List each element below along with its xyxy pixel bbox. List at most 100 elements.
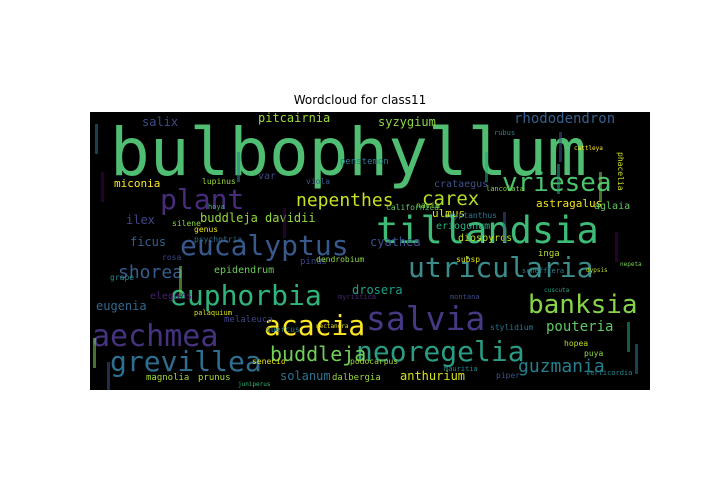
word-verticordia: verticordia	[586, 369, 633, 377]
word-crataegus: crataegus	[434, 179, 489, 190]
word-schefflera: schefflera	[522, 267, 565, 275]
word-viola: viola	[306, 177, 331, 186]
word-hopea: hopea	[564, 339, 589, 348]
word-nepenthes: nepenthes	[296, 190, 394, 211]
word-cryptanthus: cryptanthus	[444, 211, 497, 220]
word-myristica: myristica	[338, 293, 376, 301]
filler-word-mark	[599, 172, 602, 202]
word-elegans: elegans	[150, 291, 193, 302]
word-plant: plant	[160, 183, 245, 216]
word-piper: piper	[496, 371, 521, 380]
wordcloud-canvas: bulbophyllum tillandsia vriesea plant nepent…	[90, 112, 650, 390]
word-puya: puya	[584, 349, 604, 358]
word-genus: genus	[194, 225, 219, 234]
filler-word-mark	[107, 362, 110, 390]
word-magnolia: magnolia	[146, 373, 190, 383]
word-neoregelia: neoregelia	[356, 335, 525, 368]
filler-word-mark	[627, 322, 630, 352]
word-californica: californica	[386, 203, 439, 212]
word-salvia: salvia	[366, 299, 486, 338]
word-dalbergia: dalbergia	[332, 373, 381, 383]
word-banksia: banksia	[528, 290, 638, 320]
word-pinus: pinus	[300, 257, 328, 267]
word-juniperus: juniperus	[238, 381, 271, 388]
word-shorea: shorea	[118, 262, 184, 283]
word-guzmania: guzmania	[518, 356, 605, 377]
word-rhododendron: rhododendron	[514, 112, 616, 127]
word-inga: inga	[538, 249, 560, 259]
word-pouteria: pouteria	[546, 319, 614, 335]
word-grevillea: grevillea	[110, 345, 262, 378]
word-pitcairnia: pitcairnia	[258, 112, 331, 125]
filler-word-mark	[95, 124, 98, 154]
word-buddleja-davidii: buddleja davidii	[200, 211, 316, 225]
word-palaquium: palaquium	[194, 309, 232, 317]
filler-word-mark	[635, 344, 638, 374]
word-carex: carex	[422, 188, 480, 210]
word-vriesea: vriesea	[502, 170, 612, 196]
word-epidendrum: epidendrum	[214, 265, 275, 276]
word-tillandsia: tillandsia	[376, 209, 599, 252]
word-nectandra: nectandra	[316, 323, 349, 330]
word-montana: montana	[450, 293, 480, 301]
word-mauritia: mauritia	[444, 365, 478, 373]
word-navia: navia	[416, 201, 441, 210]
word-cuscuta: cuscuta	[544, 287, 570, 294]
word-lupinus: lupinus	[202, 177, 236, 186]
word-psychotria: psychotria	[194, 235, 243, 244]
word-rubus: rubus	[494, 129, 516, 137]
word-bulbophyllum: bulbophyllum	[110, 114, 587, 191]
word-grape: grape	[110, 273, 135, 282]
word-cyathea: cyathea	[370, 235, 421, 249]
word-dypsis: dypsis	[586, 267, 608, 274]
word-acacia: acacia	[264, 309, 366, 342]
word-eugenia: eugenia	[96, 299, 147, 313]
word-var: var	[258, 171, 277, 182]
word-nepeta: nepeta	[620, 261, 642, 268]
word-syzygium: syzygium	[378, 115, 436, 129]
word-eriogonum: eriogonum	[436, 221, 491, 232]
word-ficus: ficus	[130, 235, 167, 249]
word-miconia: miconia	[114, 177, 161, 190]
word-silene: silene	[172, 219, 201, 228]
word-euphorbia: euphorbia	[170, 279, 322, 312]
filler-word-mark	[485, 152, 488, 182]
filler-word-mark	[283, 208, 286, 238]
word-quercus: quercus	[266, 325, 300, 334]
word-astragalus: astragalus	[536, 197, 603, 210]
word-solanum: solanum	[280, 369, 331, 383]
filler-word-mark	[615, 232, 618, 262]
word-hoya: hoya	[208, 203, 225, 211]
filler-word-mark	[557, 164, 560, 194]
word-aglaia: aglaia	[594, 201, 631, 212]
word-senecio: senecio	[252, 357, 286, 366]
word-prunus: prunus	[198, 373, 231, 383]
word-subsp: subsp	[456, 255, 481, 264]
filler-word-mark	[93, 338, 96, 368]
word-rosa: rosa	[162, 253, 182, 262]
word-anthurium: anthurium	[400, 369, 466, 383]
word-buddleja: buddleja	[270, 342, 367, 366]
filler-word-mark	[559, 132, 562, 162]
filler-word-mark	[179, 266, 182, 296]
word-utricularia: utricularia	[408, 251, 594, 284]
word-phacelia: phacelia	[616, 152, 625, 191]
word-eucalyptus: eucalyptus	[180, 229, 349, 262]
word-melaleuca: melaleuca	[224, 315, 273, 325]
word-podocarpus: podocarpus	[350, 357, 399, 366]
word-dendrobium: dendrobium	[316, 255, 365, 264]
word-lancolata: lancolata	[486, 185, 524, 193]
word-penstemon: penstemon	[340, 157, 389, 167]
word-stylidium: stylidium	[490, 323, 534, 332]
filler-word-mark	[101, 172, 104, 202]
word-drosera: drosera	[352, 283, 403, 297]
chart-title: Wordcloud for class11	[293, 93, 427, 107]
word-diospyros: diospyros	[458, 233, 513, 244]
word-aechmea: aechmea	[92, 319, 219, 354]
word-ilex: ilex	[126, 213, 155, 227]
word-cattleya: cattleya	[574, 145, 603, 152]
word-ulmus: ulmus	[432, 207, 466, 220]
filler-word-mark	[503, 212, 506, 242]
word-salix: salix	[142, 115, 179, 129]
filler-word-mark	[237, 152, 240, 182]
